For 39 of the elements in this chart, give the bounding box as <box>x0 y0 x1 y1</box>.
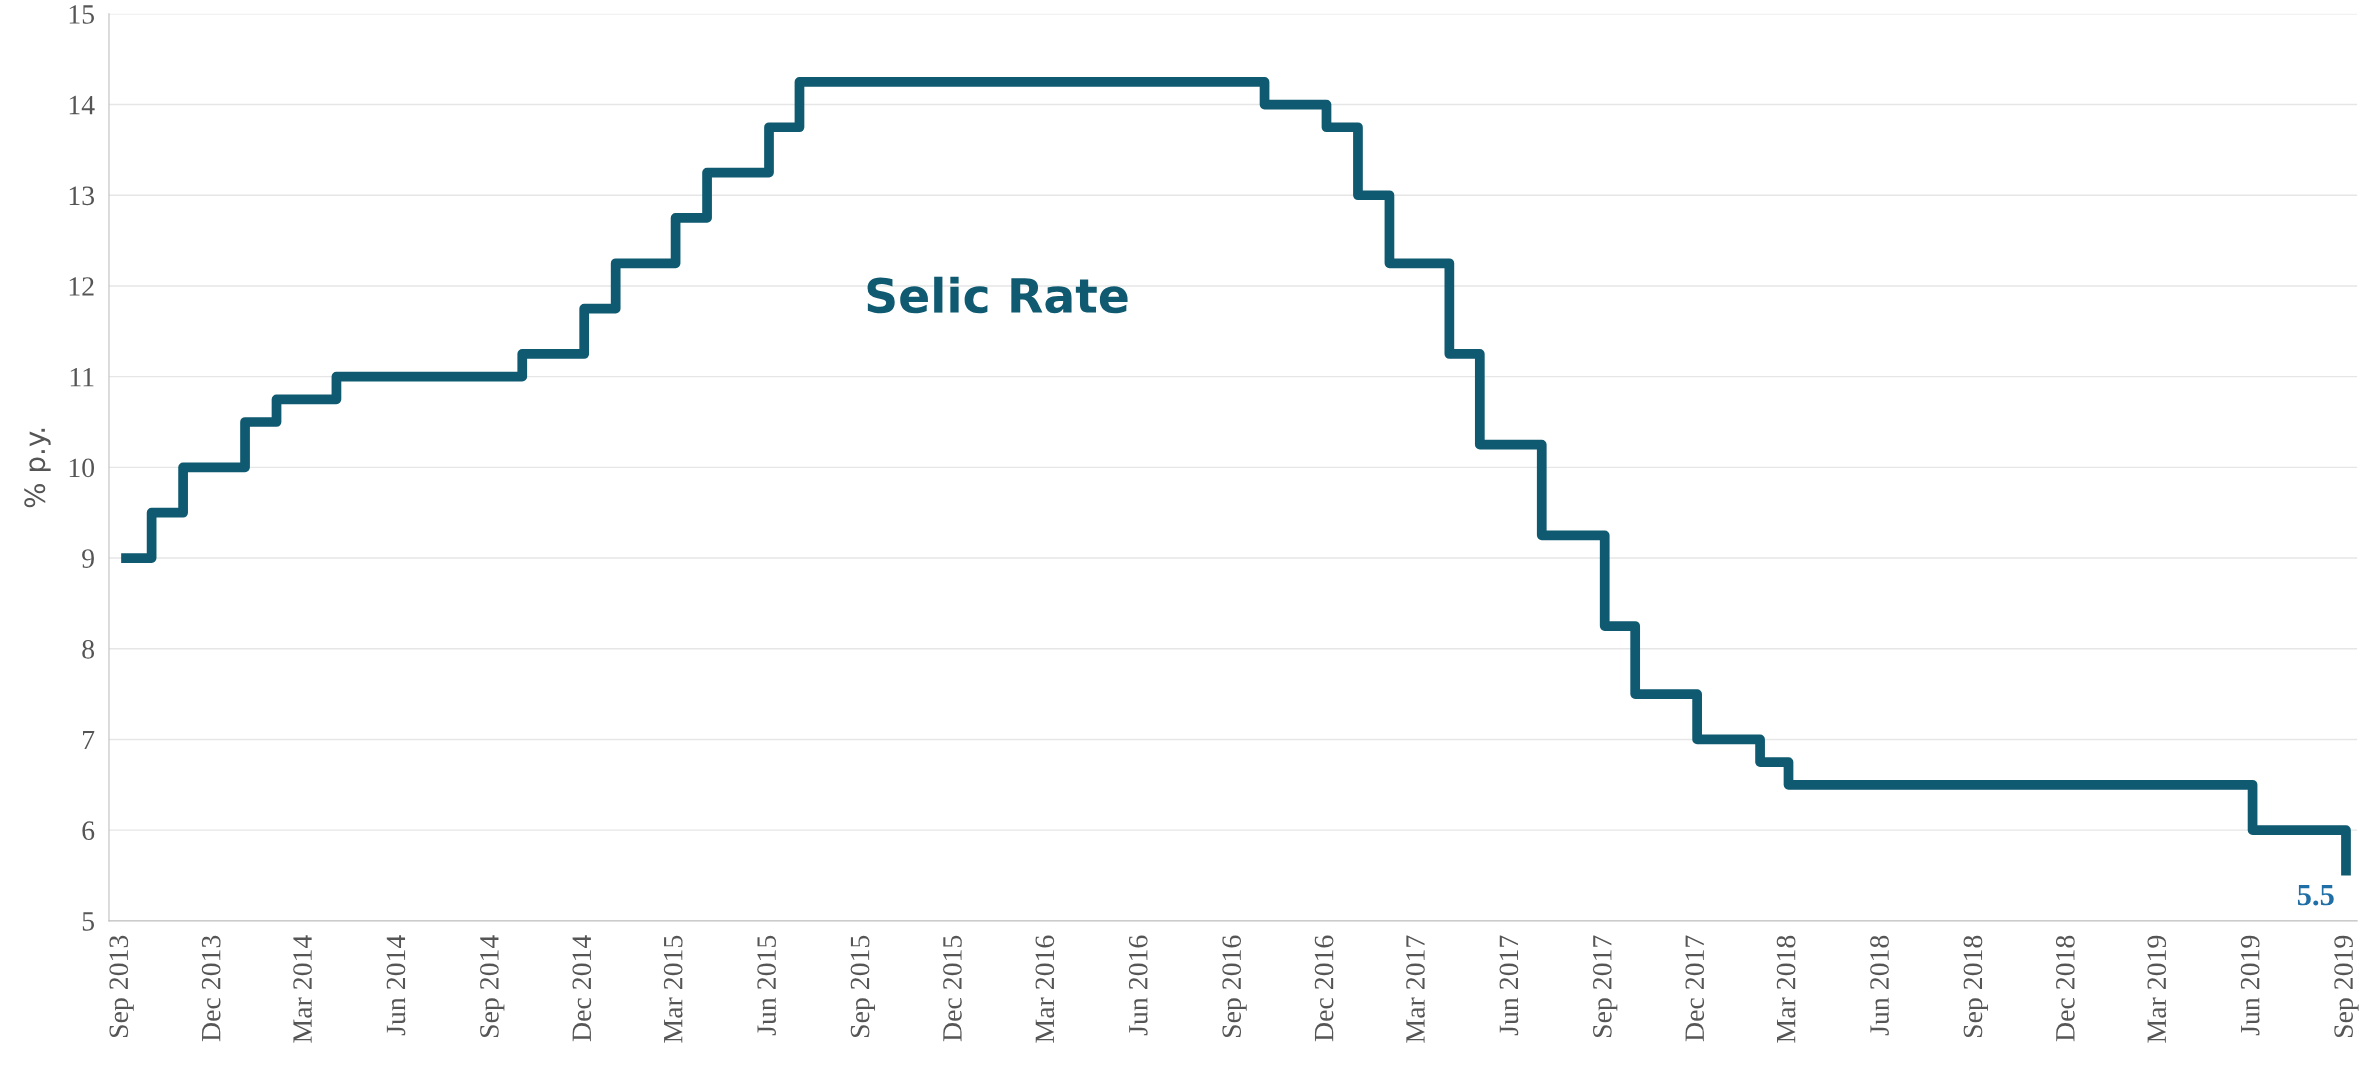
y-tick-label: 8 <box>82 639 95 659</box>
x-tick-label: Dec 2017 <box>1685 935 1705 1042</box>
y-tick-label: 13 <box>69 186 94 206</box>
x-tick-label: Sep 2018 <box>1963 935 1988 1038</box>
x-tick-label: Sep 2013 <box>109 935 134 1038</box>
x-tick-label: Dec 2015 <box>943 935 962 1042</box>
x-tick-label: Sep 2016 <box>1222 935 1247 1038</box>
x-tick-label: Dec 2014 <box>572 935 592 1042</box>
x-tick-label: Sep 2019 <box>2334 935 2359 1038</box>
y-tick-label: 11 <box>70 367 94 387</box>
y-tick-label: 5 <box>82 912 94 931</box>
y-tick-label: 12 <box>69 277 94 296</box>
x-tick-label: Jun 2018 <box>1870 935 1889 1036</box>
text: Selic Rate <box>867 276 1128 314</box>
x-tick-label: Jun 2015 <box>757 935 776 1036</box>
y-tick-label: 6 <box>82 821 95 841</box>
x-tick-label: Dec 2013 <box>201 935 221 1042</box>
x-tick-label: Mar 2014 <box>293 935 312 1043</box>
x-tick-label: Mar 2016 <box>1035 935 1055 1043</box>
x-tick-label: Dec 2018 <box>2055 935 2075 1042</box>
x-tick-label: Jun 2017 <box>1499 935 1519 1036</box>
y-tick-label: 14 <box>69 95 95 115</box>
x-tick-label: Sep 2015 <box>850 935 876 1038</box>
y-tick-label: 7 <box>83 730 95 750</box>
x-tick-label: Sep 2017 <box>1592 935 1618 1038</box>
y-tick-label: 10 <box>69 458 95 478</box>
x-tick-label: Jun 2016 <box>1128 935 1148 1036</box>
y-tick-label: 15 <box>69 5 94 24</box>
x-tick-label: Sep 2014 <box>480 935 505 1038</box>
x-tick-label: Mar 2017 <box>1406 935 1425 1043</box>
x-tick-label: Mar 2015 <box>663 935 683 1043</box>
y-tick-label: 9 <box>82 549 94 568</box>
x-tick-label: Mar 2019 <box>2147 935 2167 1043</box>
y-axis-title: % p.y. <box>24 428 51 508</box>
x-tick-label: Mar 2018 <box>1776 935 1796 1043</box>
x-tick-label: Jun 2014 <box>386 935 406 1036</box>
x-tick-label: Jun 2019 <box>2240 935 2260 1036</box>
x-tick-label: Dec 2016 <box>1314 935 1334 1042</box>
annotation: 5.5 <box>2297 885 2334 906</box>
